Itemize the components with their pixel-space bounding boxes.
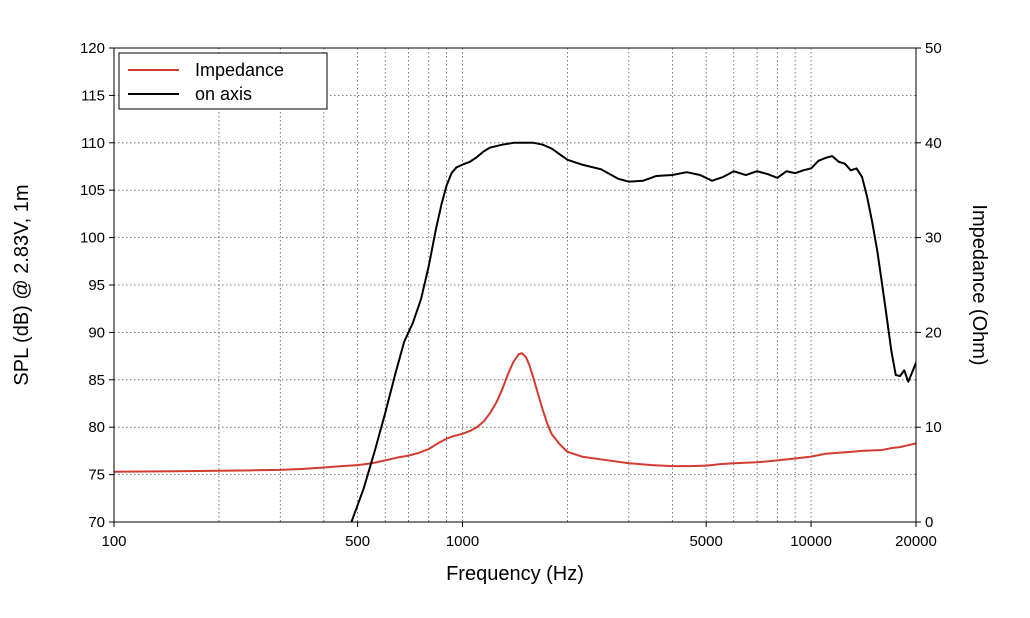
y2-tick-label: 40	[925, 135, 942, 152]
y-tick-label: 120	[80, 40, 105, 57]
y2-axis-title: Impedance (Ohm)	[968, 204, 990, 365]
legend: Impedance on axis	[118, 52, 328, 110]
x-tick-label: 5000	[689, 533, 722, 550]
y-tick-label: 90	[88, 324, 105, 341]
y-tick-label: 75	[88, 467, 105, 484]
y2-tick-label: 50	[925, 40, 942, 57]
x-tick-label: 10000	[790, 533, 832, 550]
y-tick-label: 115	[81, 87, 105, 104]
x-tick-label: 1000	[446, 533, 479, 550]
series-line-on-axis	[350, 141, 916, 522]
x-tick-label: 20000	[895, 533, 937, 550]
legend-label-on-axis: on axis	[195, 84, 252, 104]
y-tick-label: 85	[88, 372, 105, 389]
y-tick-label: 95	[88, 277, 105, 294]
x-tick-label: 500	[345, 533, 370, 550]
y-tick-label: 100	[80, 230, 105, 247]
legend-box	[118, 52, 328, 110]
axes: 70 75 80 85 90 95 100 105 110 115 120 0 10 20 30 40 50 10…	[80, 40, 942, 550]
y2-tick-label: 30	[925, 230, 942, 247]
legend-label-impedance: Impedance	[195, 60, 284, 80]
grid	[114, 48, 916, 522]
series-line-impedance	[114, 352, 916, 473]
y2-tick-label: 20	[925, 324, 942, 341]
y2-tick-label: 10	[925, 419, 942, 436]
y-axis-title: SPL (dB) @ 2.83V, 1m	[11, 184, 33, 385]
y-tick-label: 70	[88, 514, 105, 531]
x-tick-label: 100	[101, 533, 126, 550]
y-tick-label: 80	[88, 419, 105, 436]
series-lines	[114, 141, 916, 522]
y-tick-label: 105	[80, 182, 105, 199]
y-tick-label: 110	[81, 135, 105, 152]
y2-tick-label: 0	[925, 514, 933, 531]
x-axis-title: Frequency (Hz)	[446, 563, 584, 585]
